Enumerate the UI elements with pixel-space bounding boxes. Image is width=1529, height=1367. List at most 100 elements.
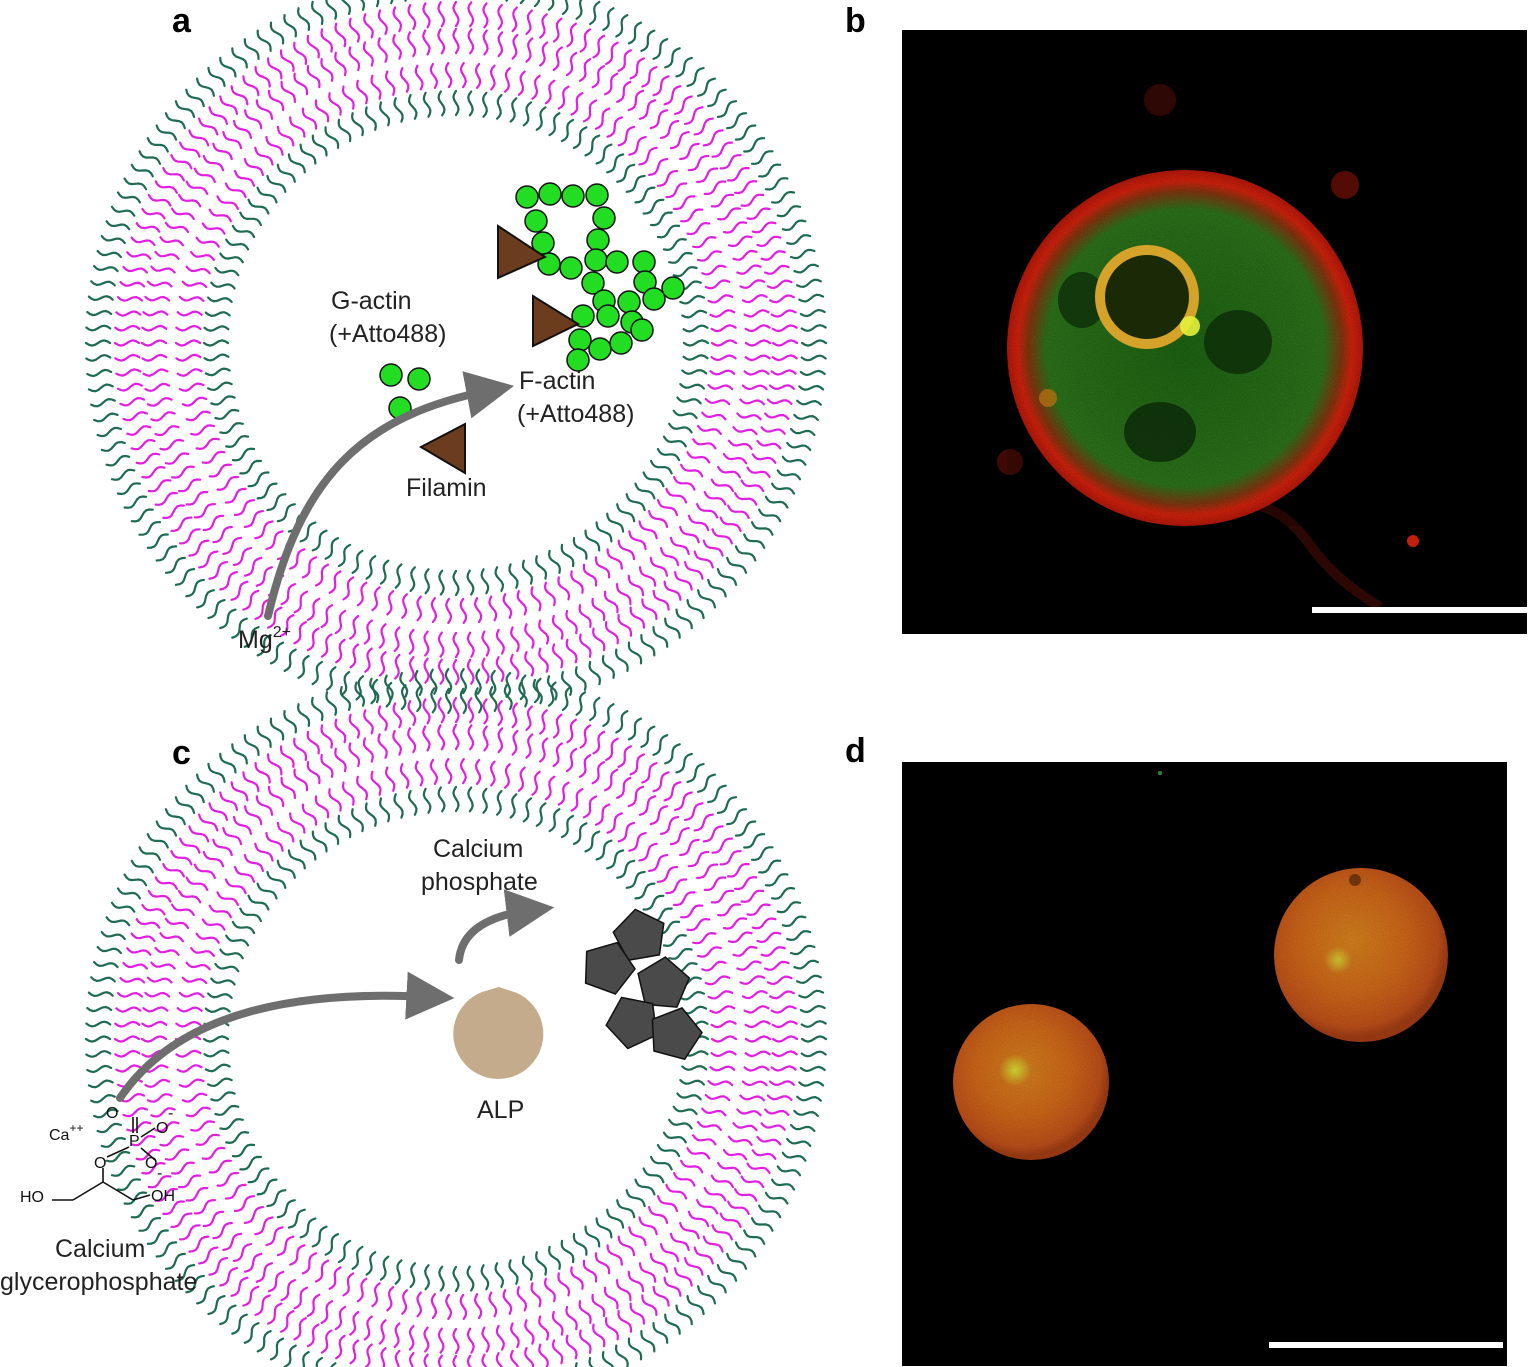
lipid-tail [311,529,328,552]
lipid-tail [697,1285,716,1305]
lipid-tail [582,795,598,819]
lipid-tail [594,1252,611,1275]
lipid-tail [105,1150,131,1163]
lipid-tail [430,597,438,624]
lipid-tail [289,812,306,834]
lipid-tail [289,116,306,138]
lipid-tail [269,641,285,665]
lipid-tail [634,186,656,204]
lipid-tail [770,1065,797,1072]
lipid-tail [337,543,352,568]
lipid-tail [422,725,431,752]
actin-bead-icon [596,304,620,328]
lipid-tail [423,1353,429,1367]
lipid-tail [519,674,527,701]
lipid-tail [481,657,490,684]
lipid-tail [269,1337,285,1361]
micrograph-b-content [997,84,1419,612]
lipid-tail [488,1291,498,1318]
lipid-tail [525,705,533,731]
lipid-tail [365,555,377,580]
panel-c: c Calcium phosphate ALP Ca++ O O - P [0,668,828,1367]
lipid-tail [649,556,668,577]
filamin-triangle-icon [532,294,581,348]
lipid-tail [287,849,306,870]
lipid-tail [710,1050,737,1058]
lipid-tail [642,894,665,911]
lipid-tail [254,598,271,620]
lipid-tail [744,339,772,347]
lipid-tail [422,698,431,725]
lipid-tail [178,295,205,302]
lipid-tail [147,889,172,903]
lipid-tail [384,674,394,701]
lipid-tail [164,808,186,826]
lipid-tail [750,150,774,165]
lipid-tail [497,727,504,754]
lipid-tail [93,1108,119,1119]
lipid-tail [150,1107,176,1118]
lipid-tail [230,580,249,601]
lipid-tail [652,626,669,648]
lipid-tail [641,762,658,784]
lipid-tail [328,570,342,594]
lipid-tail [146,137,169,153]
lipid-tail [704,397,731,406]
lipid-tail [301,1252,318,1275]
lipid-tail [196,589,215,609]
lipid-tail [193,1199,216,1215]
lipid-tail [117,991,143,998]
lipid-tail [702,825,724,843]
actin-bead-icon [661,276,685,300]
lipid-tail [219,1118,244,1131]
lipid-tail [293,737,308,761]
lipid-tail [202,1210,225,1228]
lipid-tail [414,669,423,696]
lipid-tail [201,222,226,235]
lipid-tail [170,850,193,866]
lipid-tail [760,250,786,261]
lipid-tail [504,67,511,93]
lipid-tail [673,476,696,491]
lipid-tail [686,66,705,87]
lipid-tail [793,1109,819,1117]
lipid-tail [459,758,467,785]
lipid-tail [466,658,475,685]
lipid-tail [560,543,575,568]
lipid-tail [214,266,240,277]
lipid-tail [208,208,232,223]
lipid-tail [438,1265,445,1292]
lipid-tail [141,353,168,362]
lipid-tail [141,207,166,220]
lipid-tail [365,1251,377,1276]
lipid-tail [726,556,748,574]
lipid-tail [210,1091,236,1102]
lipid-tail [414,760,424,787]
lipid-tail [393,1322,401,1349]
lipid-tail [231,617,248,639]
lipid-tail [693,117,714,136]
lipid-tail [123,1191,148,1205]
lipid-tail [146,976,173,984]
lipid-tail [146,833,169,849]
lipid-tail [178,991,205,998]
lipid-tail [114,1049,141,1058]
lipid-tail [656,447,681,462]
lipid-tail [535,555,548,580]
lipid-tail [334,1305,347,1331]
lipid-tail [293,72,308,96]
alp-label: ALP [477,1096,524,1124]
lipid-tail [364,802,377,827]
lipid-tail [800,339,828,347]
lipid-tail [538,619,550,645]
lipid-tail [627,717,643,741]
lipid-tail [119,1092,146,1103]
lipid-tail [110,468,136,481]
lipid-tail [592,34,606,59]
substrate-arrow [116,971,455,1102]
lipid-tail [560,118,575,143]
actin-bead-icon [524,209,548,233]
lipid-tail [508,563,519,589]
lipid-tail [256,482,278,500]
lipid-tail [408,1352,415,1367]
